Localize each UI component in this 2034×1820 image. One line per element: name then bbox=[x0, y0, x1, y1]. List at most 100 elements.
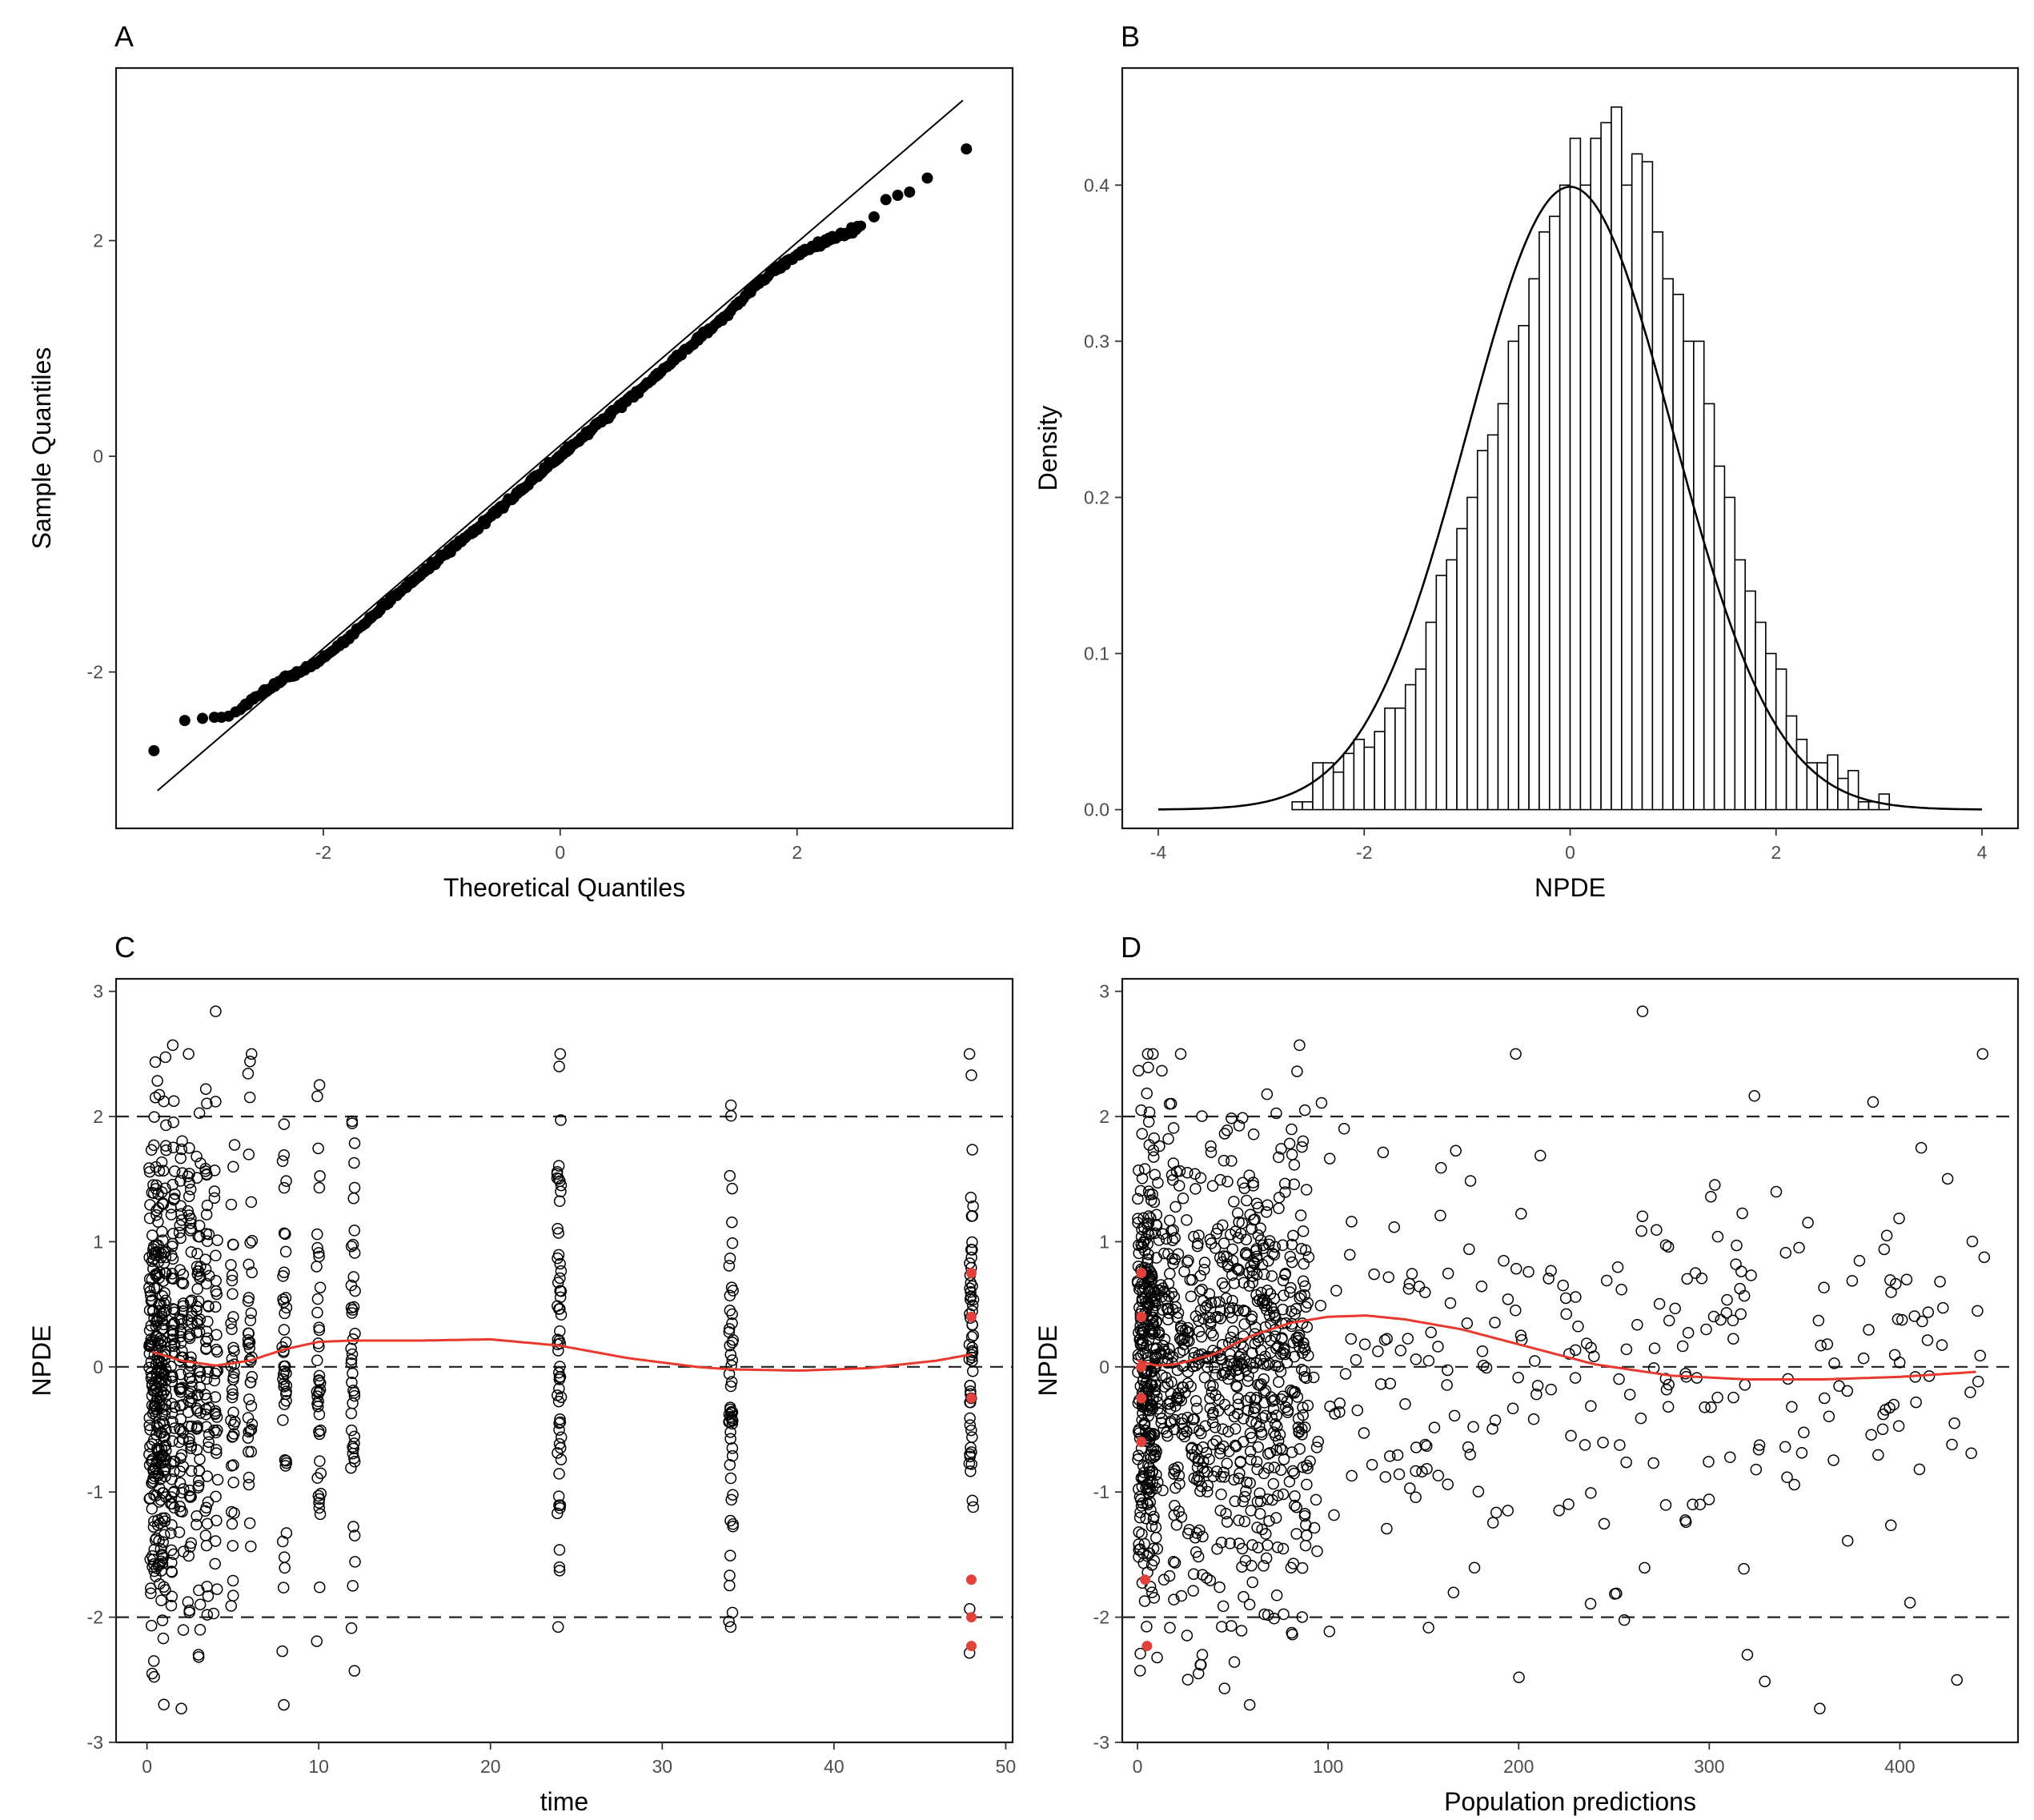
npde-pred-point bbox=[1366, 1458, 1378, 1471]
npde-pred-point bbox=[1246, 1576, 1258, 1589]
npde-pred-point bbox=[1286, 1385, 1298, 1398]
npde-time-point bbox=[345, 1424, 358, 1437]
npde-time-point bbox=[200, 1335, 212, 1348]
npde-time-point bbox=[244, 1425, 256, 1437]
npde-pred-point bbox=[1296, 1141, 1308, 1153]
npde-pred-point bbox=[1410, 1491, 1422, 1503]
npde-time-point bbox=[184, 1225, 196, 1237]
npde-pred-point bbox=[1164, 1214, 1176, 1227]
npde-pred-point bbox=[1281, 1357, 1294, 1369]
npde-time-point bbox=[552, 1366, 565, 1379]
npde-time-point bbox=[174, 1477, 187, 1489]
npde-pred-point bbox=[1236, 1561, 1248, 1573]
npde-pred-point bbox=[1218, 1237, 1230, 1249]
npde-time-point bbox=[551, 1168, 564, 1180]
npde-pred-point bbox=[1176, 1325, 1189, 1337]
npde-pred-point bbox=[1682, 1327, 1695, 1339]
npde-time-point bbox=[347, 1385, 359, 1397]
npde-time-point bbox=[725, 1412, 738, 1425]
npde-time-point bbox=[169, 1401, 181, 1413]
npde-time-point bbox=[345, 1240, 358, 1253]
npde-pred-point bbox=[1198, 1313, 1210, 1325]
npde-time-point bbox=[315, 1424, 327, 1437]
npde-time-point bbox=[278, 1698, 290, 1711]
npde-time-point bbox=[199, 1083, 212, 1095]
npde-pred-point bbox=[1515, 1208, 1527, 1220]
npde-pred-point bbox=[1218, 1128, 1231, 1140]
npde-time-point bbox=[966, 1494, 979, 1507]
panel-d-ytick-label: -3 bbox=[1093, 1732, 1109, 1753]
npde-pred-point bbox=[1143, 1106, 1156, 1118]
npde-pred-point bbox=[1216, 1621, 1228, 1633]
npde-time-point bbox=[174, 1422, 186, 1435]
npde-time-point bbox=[347, 1397, 359, 1409]
npde-pred-point bbox=[1246, 1265, 1258, 1277]
npde-time-point bbox=[182, 1596, 195, 1608]
npde-time-point bbox=[312, 1247, 325, 1259]
npde-pred-point bbox=[1323, 1626, 1336, 1638]
npde-pred-point bbox=[1295, 1363, 1308, 1376]
npde-pred-point bbox=[1150, 1209, 1163, 1221]
npde-pred-point bbox=[1197, 1569, 1209, 1581]
npde-pred-point bbox=[1147, 1151, 1160, 1163]
npde-time-point bbox=[183, 1387, 195, 1400]
npde-time-point bbox=[158, 1409, 171, 1421]
npde-pred-point bbox=[1311, 1545, 1323, 1557]
npde-pred-point bbox=[1296, 1429, 1308, 1441]
npde-pred-point bbox=[1261, 1088, 1274, 1100]
npde-pred-point bbox=[1727, 1391, 1739, 1404]
panel-c-xtick-label: 30 bbox=[652, 1756, 673, 1777]
npde-time-point bbox=[175, 1452, 187, 1465]
npde-pred-point bbox=[1724, 1451, 1736, 1464]
npde-time-point bbox=[226, 1391, 239, 1404]
npde-time-point bbox=[185, 1465, 198, 1477]
npde-pred-point bbox=[1164, 1622, 1176, 1634]
npde-pred-point bbox=[1738, 1562, 1750, 1575]
histogram-bar bbox=[1435, 575, 1447, 811]
npde-pred-point bbox=[1226, 1243, 1239, 1256]
panel-c-xtick-label: 10 bbox=[308, 1756, 329, 1777]
npde-time-point bbox=[724, 1514, 736, 1527]
panel-c-ylabel: NPDE bbox=[27, 1325, 56, 1397]
npde-pred-point bbox=[1402, 1283, 1415, 1295]
npde-pred-point bbox=[1972, 1375, 1984, 1388]
npde-time-point bbox=[243, 1517, 256, 1529]
npde-time-point bbox=[964, 1282, 976, 1295]
panel-a-xtick-label: 0 bbox=[555, 842, 565, 863]
npde-time-point bbox=[209, 1408, 222, 1421]
npde-time-point bbox=[203, 1441, 215, 1453]
npde-pred-point bbox=[1191, 1444, 1203, 1456]
npde-time-point bbox=[200, 1501, 212, 1514]
npde-pred-point bbox=[1286, 1238, 1298, 1251]
npde-pred-point bbox=[1232, 1363, 1245, 1376]
panel-a-xlabel: Theoretical Quantiles bbox=[443, 873, 685, 902]
npde-pred-point bbox=[1563, 1498, 1575, 1510]
npde-time-point bbox=[208, 1165, 221, 1177]
npde-pred-point bbox=[1243, 1169, 1255, 1181]
npde-pred-point bbox=[1218, 1281, 1231, 1293]
npde-pred-point bbox=[1302, 1399, 1314, 1412]
histogram-bar bbox=[1425, 621, 1438, 811]
npde-pred-point bbox=[1614, 1439, 1626, 1451]
npde-pred-point bbox=[1207, 1329, 1219, 1341]
npde-pred-point bbox=[1152, 1177, 1164, 1189]
npde-time-point bbox=[156, 1225, 168, 1238]
npde-time-point bbox=[208, 1192, 221, 1205]
panel-a-ylabel: Sample Quantiles bbox=[27, 347, 56, 550]
npde-time-point bbox=[554, 1416, 567, 1429]
npde-pred-point bbox=[1169, 1201, 1181, 1213]
npde-time-point bbox=[347, 1580, 359, 1592]
npde-time-point bbox=[554, 1499, 567, 1511]
npde-time-point bbox=[965, 1192, 977, 1204]
npde-time-point bbox=[227, 1589, 239, 1602]
histogram-bar bbox=[1342, 752, 1355, 811]
npde-pred-point bbox=[1391, 1449, 1404, 1461]
panel-c-xlabel: time bbox=[540, 1787, 588, 1816]
npde-time-point bbox=[279, 1307, 291, 1320]
npde-pred-point bbox=[1510, 1262, 1522, 1275]
npde-pred-point bbox=[1863, 1324, 1875, 1336]
npde-time-point bbox=[346, 1377, 358, 1389]
npde-time-point bbox=[152, 1216, 164, 1228]
npde-pred-point bbox=[1273, 1192, 1286, 1204]
panel-b-xtick-label: 0 bbox=[1565, 842, 1575, 863]
